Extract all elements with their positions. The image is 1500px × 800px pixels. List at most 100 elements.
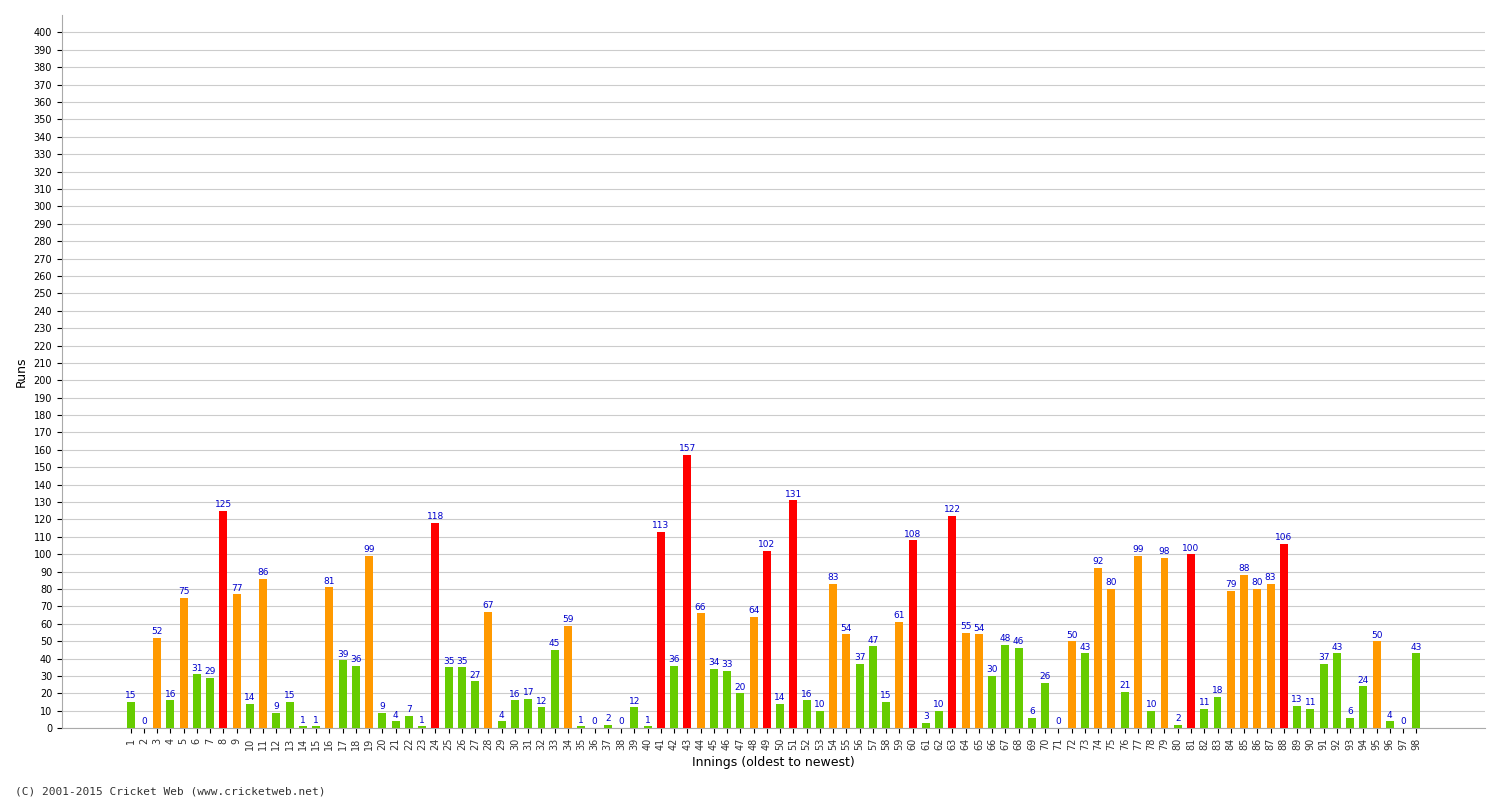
Bar: [578, 726, 585, 728]
Text: 99: 99: [363, 546, 375, 554]
Text: 12: 12: [628, 697, 640, 706]
Bar: [1161, 558, 1168, 728]
Bar: [922, 723, 930, 728]
Text: 4: 4: [393, 710, 399, 719]
Bar: [1372, 642, 1380, 728]
Text: 11: 11: [1198, 698, 1210, 707]
Bar: [1174, 725, 1182, 728]
Bar: [1266, 584, 1275, 728]
Text: 13: 13: [1292, 695, 1304, 704]
Text: 4: 4: [500, 710, 504, 719]
Text: 16: 16: [509, 690, 520, 698]
Text: 2: 2: [604, 714, 610, 723]
Text: 3: 3: [922, 712, 928, 722]
Text: 15: 15: [284, 691, 296, 700]
Bar: [948, 516, 957, 728]
Bar: [1413, 654, 1420, 728]
Bar: [802, 700, 810, 728]
Text: 14: 14: [244, 693, 255, 702]
Y-axis label: Runs: Runs: [15, 356, 28, 387]
Bar: [816, 711, 824, 728]
Bar: [352, 666, 360, 728]
Text: 88: 88: [1239, 565, 1250, 574]
Bar: [194, 674, 201, 728]
Bar: [1014, 648, 1023, 728]
Text: 29: 29: [204, 667, 216, 676]
Bar: [1028, 718, 1036, 728]
Text: 0: 0: [141, 718, 147, 726]
Text: 52: 52: [152, 627, 164, 636]
Text: 0: 0: [1400, 718, 1406, 726]
Text: 10: 10: [815, 700, 825, 709]
Text: 1: 1: [300, 716, 306, 725]
Text: 54: 54: [840, 623, 852, 633]
Bar: [975, 634, 982, 728]
Bar: [1346, 718, 1354, 728]
Text: 20: 20: [735, 682, 746, 692]
Text: 36: 36: [669, 655, 680, 664]
Text: 34: 34: [708, 658, 720, 667]
Bar: [392, 722, 399, 728]
Bar: [419, 726, 426, 728]
Text: 46: 46: [1013, 638, 1025, 646]
Text: 1: 1: [420, 716, 424, 725]
Text: 50: 50: [1066, 630, 1077, 639]
Bar: [1240, 575, 1248, 728]
Text: 39: 39: [338, 650, 348, 658]
Bar: [604, 725, 612, 728]
Bar: [512, 700, 519, 728]
Text: 61: 61: [894, 611, 904, 620]
Text: 125: 125: [214, 500, 232, 509]
Text: 15: 15: [124, 691, 136, 700]
Text: 108: 108: [904, 530, 921, 538]
Text: 92: 92: [1092, 558, 1104, 566]
Text: 12: 12: [536, 697, 548, 706]
Bar: [405, 716, 412, 728]
Text: 80: 80: [1251, 578, 1263, 587]
Bar: [1254, 589, 1262, 728]
Text: (C) 2001-2015 Cricket Web (www.cricketweb.net): (C) 2001-2015 Cricket Web (www.cricketwe…: [15, 786, 326, 796]
Text: 30: 30: [987, 666, 998, 674]
Text: 83: 83: [1264, 573, 1276, 582]
Bar: [710, 669, 718, 728]
Text: 9: 9: [380, 702, 386, 711]
Text: 37: 37: [853, 653, 865, 662]
Text: 77: 77: [231, 583, 243, 593]
Text: 37: 37: [1318, 653, 1329, 662]
Bar: [378, 713, 387, 728]
Text: 131: 131: [784, 490, 802, 498]
Bar: [868, 646, 877, 728]
Text: 99: 99: [1132, 546, 1143, 554]
Text: 100: 100: [1182, 543, 1200, 553]
Bar: [484, 612, 492, 728]
Text: 36: 36: [350, 655, 361, 664]
Bar: [273, 713, 280, 728]
Bar: [696, 614, 705, 728]
Bar: [498, 722, 506, 728]
Text: 83: 83: [828, 573, 839, 582]
Text: 50: 50: [1371, 630, 1383, 639]
Text: 0: 0: [618, 718, 624, 726]
Bar: [339, 660, 346, 728]
Text: 59: 59: [562, 615, 573, 624]
Bar: [206, 678, 214, 728]
Text: 54: 54: [974, 623, 984, 633]
Text: 31: 31: [190, 663, 202, 673]
Bar: [1107, 589, 1116, 728]
Text: 0: 0: [1056, 718, 1062, 726]
Bar: [843, 634, 850, 728]
Text: 1: 1: [314, 716, 320, 725]
Bar: [537, 707, 546, 728]
Text: 6: 6: [1029, 707, 1035, 716]
Text: 43: 43: [1080, 642, 1090, 652]
Bar: [896, 622, 903, 728]
Bar: [1082, 654, 1089, 728]
Text: 9: 9: [273, 702, 279, 711]
Bar: [1002, 645, 1010, 728]
Text: 6: 6: [1347, 707, 1353, 716]
Bar: [630, 707, 638, 728]
Bar: [219, 510, 228, 728]
Bar: [1068, 642, 1076, 728]
Text: 122: 122: [944, 506, 962, 514]
Text: 118: 118: [427, 512, 444, 522]
